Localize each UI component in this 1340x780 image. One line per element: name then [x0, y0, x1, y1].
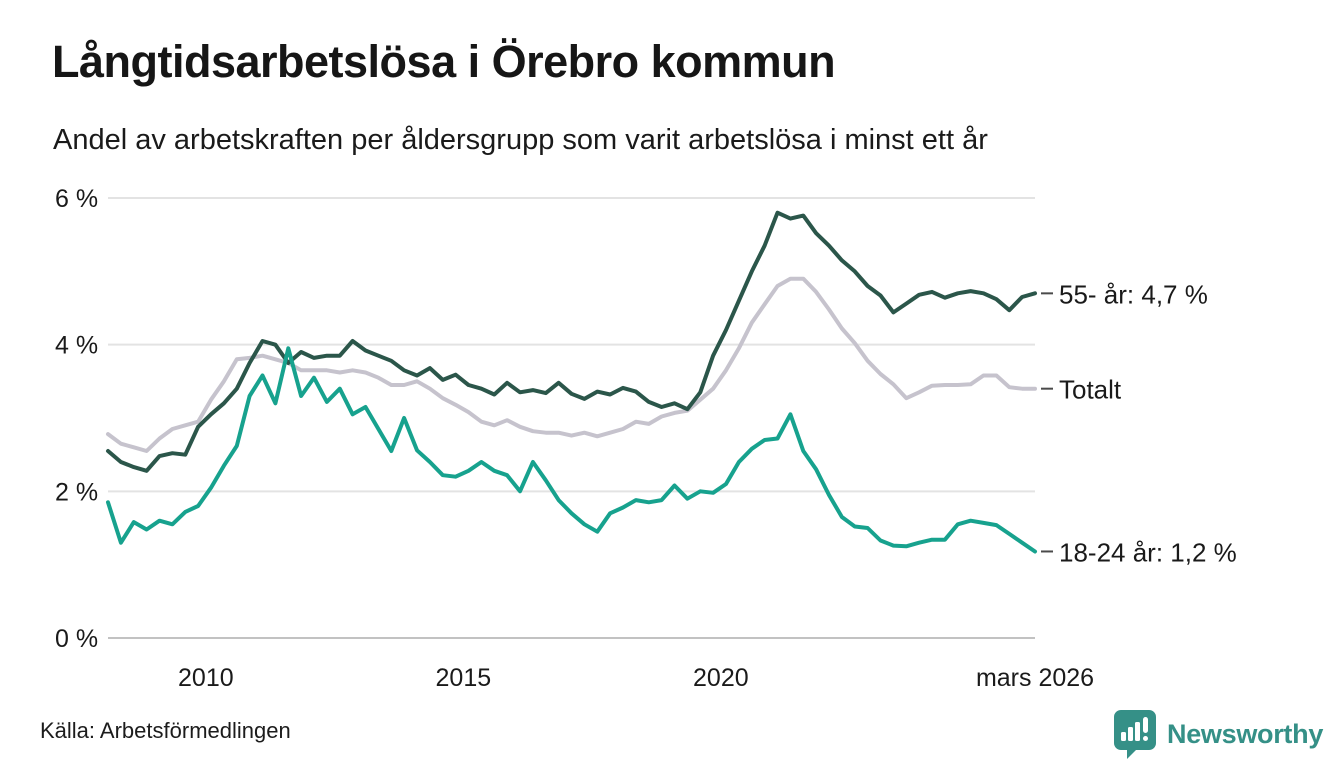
y-axis-tick-label: 4 % [55, 332, 98, 360]
y-axis-tick-label: 2 % [55, 478, 98, 506]
x-axis-tick-label: 2020 [693, 664, 749, 692]
page-title: Långtidsarbetslösa i Örebro kommun [52, 36, 836, 87]
series-line-total [106, 276, 1037, 453]
series-line-18-24 [106, 346, 1037, 554]
x-axis-tick-label: 2015 [436, 664, 492, 692]
newsworthy-pin-icon [1114, 710, 1156, 759]
series-end-label-total: Totalt [1059, 375, 1122, 405]
source-note: Källa: Arbetsförmedlingen [40, 718, 291, 743]
y-axis-tick-label: 6 % [55, 185, 98, 213]
x-axis-tick-label: mars 2026 [976, 664, 1094, 692]
series-end-label-55-plus: 55- år: 4,7 % [1059, 279, 1208, 309]
series-line-55-plus [106, 210, 1037, 473]
newsworthy-logo: Newsworthy [1112, 708, 1323, 760]
page-subtitle: Andel av arbetskraften per åldersgrupp s… [53, 124, 988, 156]
x-axis-tick-label: 2010 [178, 664, 234, 692]
brand-name: Newsworthy [1167, 718, 1324, 749]
series-end-label-18-24: 18-24 år: 1,2 % [1059, 537, 1237, 567]
y-axis-tick-label: 0 % [55, 625, 98, 653]
